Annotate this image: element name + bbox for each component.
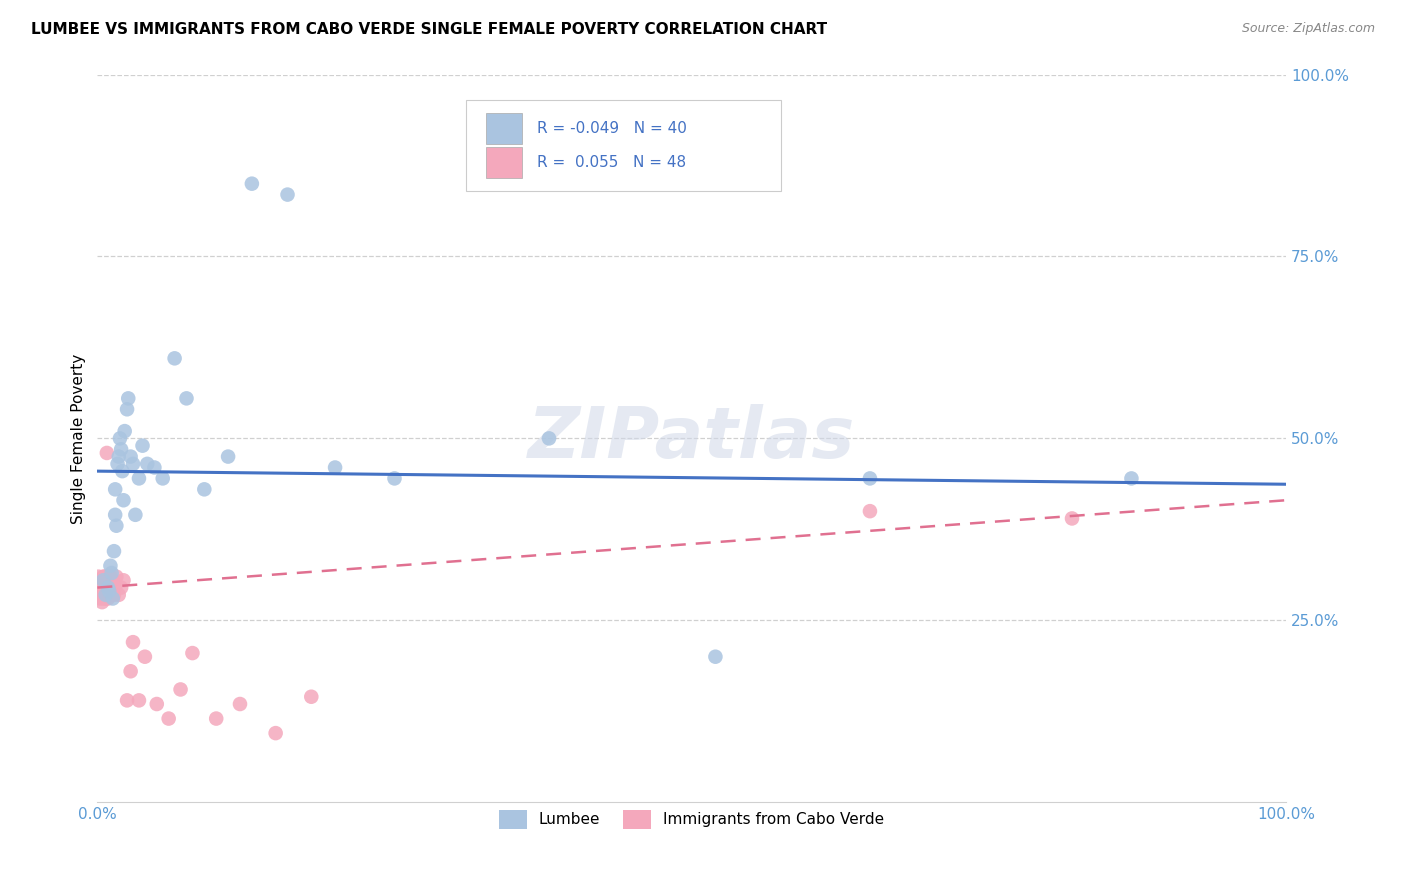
Point [163, 351, 186, 366]
Point [859, 471, 882, 485]
Point [181, 646, 204, 660]
Point [193, 483, 215, 497]
Point [115, 693, 138, 707]
Point [105, 569, 128, 583]
Point [537, 431, 560, 445]
Point [169, 682, 191, 697]
Point [122, 457, 145, 471]
Point [94, 581, 117, 595]
Point [98, 581, 121, 595]
Point [94, 588, 117, 602]
Text: LUMBEE VS IMMIGRANTS FROM CABO VERDE SINGLE FEMALE POVERTY CORRELATION CHART: LUMBEE VS IMMIGRANTS FROM CABO VERDE SIN… [31, 22, 827, 37]
Point [94, 591, 117, 606]
Point [104, 483, 127, 497]
Point [100, 558, 122, 573]
Point [96, 569, 118, 583]
Point [134, 649, 156, 664]
FancyBboxPatch shape [465, 100, 780, 191]
Point [91, 574, 114, 588]
Point [103, 588, 125, 602]
Point [96, 446, 118, 460]
Point [105, 518, 128, 533]
Point [299, 690, 322, 704]
Point [217, 450, 239, 464]
Point [90, 581, 112, 595]
Point [120, 450, 142, 464]
Bar [486, 113, 522, 144]
Point [91, 591, 114, 606]
Point [120, 665, 142, 679]
Point [146, 697, 169, 711]
Point [104, 508, 127, 522]
Point [122, 635, 145, 649]
Text: R =  0.055   N = 48: R = 0.055 N = 48 [537, 155, 686, 170]
Point [98, 588, 121, 602]
Point [97, 591, 120, 606]
Point [93, 581, 115, 595]
Point [103, 544, 125, 558]
Point [97, 581, 120, 595]
Point [90, 588, 112, 602]
Point [87, 584, 110, 599]
Point [128, 471, 150, 485]
Text: ZIPatlas: ZIPatlas [529, 404, 855, 473]
Point [87, 569, 110, 583]
Text: Source: ZipAtlas.com: Source: ZipAtlas.com [1241, 22, 1375, 36]
Text: R = -0.049   N = 40: R = -0.049 N = 40 [537, 121, 688, 136]
Point [101, 574, 124, 588]
Point [98, 584, 121, 599]
Y-axis label: Single Female Poverty: Single Female Poverty [72, 353, 86, 524]
Point [100, 588, 122, 602]
Point [93, 569, 115, 583]
Point [100, 569, 122, 583]
Point [91, 569, 114, 583]
Point [152, 471, 174, 485]
Point [136, 457, 159, 471]
Point [91, 584, 114, 599]
Point [277, 187, 299, 202]
Point [112, 574, 135, 588]
Point [101, 591, 124, 606]
Point [91, 581, 114, 595]
Point [1121, 471, 1143, 485]
Point [128, 693, 150, 707]
Point [110, 581, 132, 595]
Point [97, 581, 120, 595]
Legend: Lumbee, Immigrants from Cabo Verde: Lumbee, Immigrants from Cabo Verde [494, 804, 890, 835]
Point [90, 574, 112, 588]
Point [110, 442, 132, 457]
Point [112, 493, 135, 508]
Point [93, 588, 115, 602]
Point [240, 177, 263, 191]
Point [205, 712, 228, 726]
Point [107, 450, 129, 464]
Point [104, 581, 127, 595]
Point [107, 588, 129, 602]
Point [157, 712, 180, 726]
Point [108, 431, 131, 445]
Point [115, 402, 138, 417]
Point [229, 697, 252, 711]
Point [96, 588, 118, 602]
Bar [486, 147, 522, 178]
Point [124, 508, 146, 522]
Point [111, 464, 134, 478]
Point [264, 726, 287, 740]
Point [859, 504, 882, 518]
Point [704, 649, 727, 664]
Point [100, 566, 122, 580]
Point [89, 591, 111, 606]
Point [117, 392, 139, 406]
Point [131, 439, 153, 453]
Point [323, 460, 346, 475]
Point [384, 471, 406, 485]
Point [176, 392, 198, 406]
Point [91, 595, 114, 609]
Point [114, 424, 136, 438]
Point [143, 460, 166, 475]
Point [89, 577, 111, 591]
Point [1060, 511, 1083, 525]
Point [107, 457, 129, 471]
